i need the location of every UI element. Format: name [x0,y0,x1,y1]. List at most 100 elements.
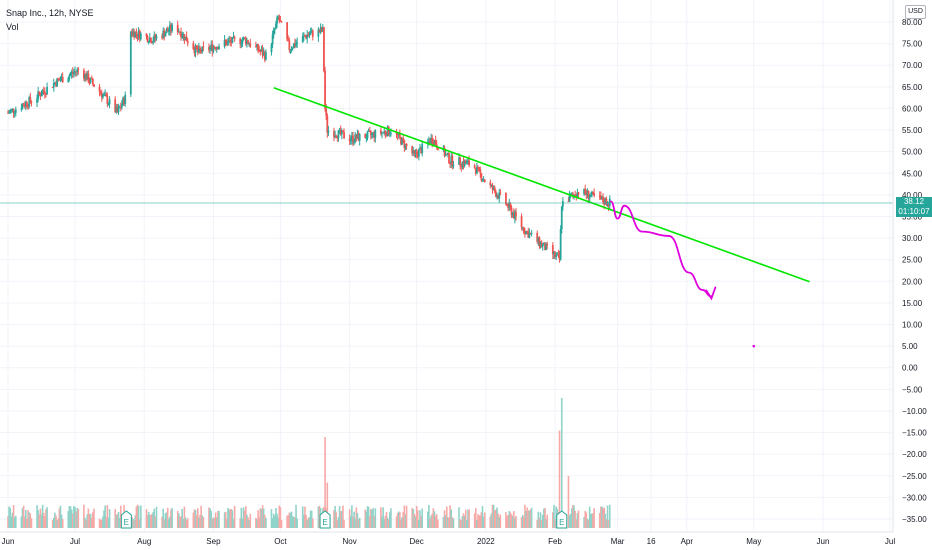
candle-body [366,131,369,139]
volume-bar [420,515,422,528]
volume-bar [57,518,60,528]
volume-bar [588,506,591,528]
candle-body [74,71,76,73]
volume-bar [451,517,454,528]
currency-badge[interactable]: USD [905,5,926,19]
candle-body [296,42,299,44]
candle-body [574,194,577,197]
trendline[interactable] [273,86,810,283]
last-price-value: 38.12 [903,196,925,206]
volume-label[interactable]: Vol [6,22,19,32]
volume-bar [364,509,367,528]
candle-body [256,44,258,47]
volume-bar [318,505,321,528]
price-tick-label: −30.00 [902,493,927,502]
candle-body [499,192,502,194]
candle-body [84,74,86,79]
time-tick-label: 2022 [477,537,495,546]
price-axis-background[interactable] [893,0,932,532]
volume-bar [263,514,266,528]
volume-bar [483,512,486,528]
candle-body [414,152,417,154]
volume-bar [10,516,13,528]
candle-body [212,47,215,52]
volume-bar [575,519,578,528]
candle-body [384,131,387,134]
candle-body [71,72,74,74]
volume-bar [574,510,576,528]
volume-bar [382,507,384,528]
volume-bar [7,516,9,528]
candle-body [306,34,309,39]
volume-bar [199,514,201,528]
earnings-marker[interactable]: E [319,510,331,529]
symbol-title[interactable]: Snap Inc., 12h, NYSE [6,8,94,18]
volume-bar [213,517,216,528]
trendline-drawing[interactable] [0,86,893,283]
projection-arrowhead[interactable] [705,286,717,301]
candle-body [243,37,246,39]
volume-bar [37,510,39,528]
volume-bar [305,515,307,528]
projection-path[interactable] [609,200,713,298]
candle-body [228,40,230,42]
projection-drawing[interactable] [609,200,756,348]
volume-bar [288,512,291,528]
candle-body [477,166,479,168]
earnings-marker-label: E [559,518,564,527]
volume-bar [25,510,27,528]
volume-bar [147,511,150,528]
volume-bar [215,517,218,528]
candle-body [201,46,204,53]
volume-bar [210,510,212,528]
volume-bar [372,508,374,528]
candle-body [545,244,548,250]
volume-bar [505,512,507,528]
candle-body [57,78,60,80]
candle-body [28,97,31,107]
candle-body [210,44,213,48]
volume-bar [386,517,389,528]
earnings-marker[interactable]: E [120,510,132,529]
volume-bar [428,504,430,528]
volume-bar [380,507,382,528]
volume-bar [573,505,575,528]
candle-body [261,49,264,56]
candle-body [101,94,104,98]
candle-body [460,165,463,167]
candle-body [307,34,310,36]
volume-bar [277,517,279,528]
candle-body [37,91,40,99]
candle-body [167,30,170,32]
volume-bar [603,507,605,528]
volume-bar [218,510,220,528]
volume-bar [114,509,116,528]
volume-bar [195,515,198,528]
candle-body [606,204,609,206]
volume-bar [286,515,288,528]
volume-bar [85,519,87,528]
volume-bar [527,510,530,528]
volume-bar [608,504,611,528]
volume-bar [118,517,121,528]
candle-body [294,43,296,47]
candle-body [333,130,335,138]
bar-countdown: 01:10:07 [898,206,930,216]
candle-body [249,43,252,47]
candle-body [155,36,158,39]
candle-body [411,146,414,154]
stray-drawing-point[interactable] [752,344,756,348]
volume-bar [132,518,134,528]
earnings-marker[interactable]: E [556,510,568,529]
candle-body [556,254,559,256]
candle-body [372,132,374,134]
volume-bar [434,515,437,528]
volume-bar [133,520,135,528]
volume-bar [259,508,262,528]
volume-bar [290,511,293,528]
volume-bar [165,512,168,528]
candle-body [208,47,210,50]
volume-bar [243,510,246,528]
